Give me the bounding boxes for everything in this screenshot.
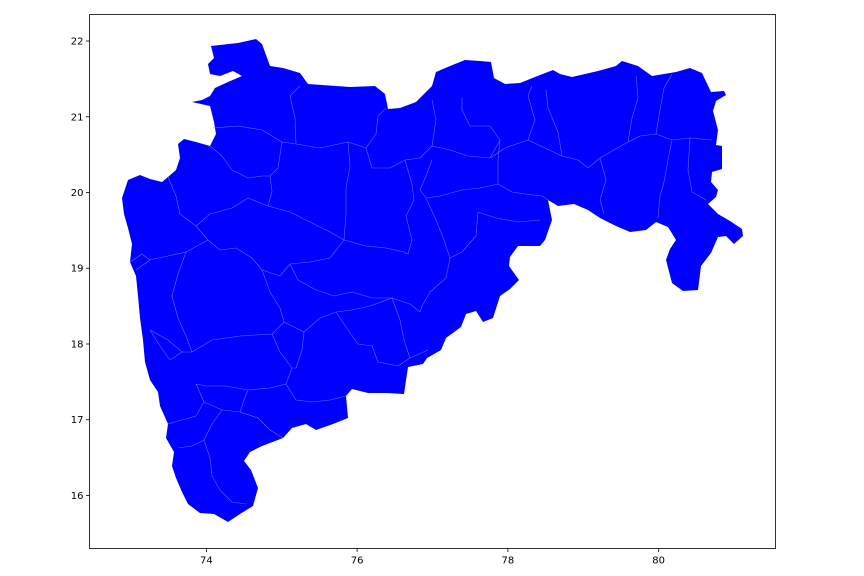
y-tick-label: 16 (71, 491, 84, 502)
y-tick-label: 22 (71, 37, 84, 48)
x-axis: 74 76 78 80 (200, 548, 665, 567)
district-border (267, 205, 345, 241)
district-border (135, 239, 209, 271)
district-border (404, 159, 415, 255)
plot-frame (89, 14, 776, 549)
y-tick-label: 18 (71, 339, 84, 350)
district-border (149, 329, 183, 361)
district-border (129, 253, 151, 263)
state-outline-shape (122, 39, 743, 522)
y-tick-label: 20 (71, 188, 84, 199)
district-border (419, 257, 451, 313)
district-border (497, 183, 549, 201)
x-tick-label: 74 (200, 556, 213, 567)
district-border (212, 85, 301, 145)
y-tick-label: 21 (71, 112, 84, 123)
district-border (599, 157, 607, 215)
district-border (527, 85, 536, 141)
district-border (391, 297, 411, 359)
district-border (261, 269, 393, 333)
x-tick-label: 76 (351, 556, 364, 567)
district-border (627, 75, 639, 143)
district-border-lines (129, 73, 713, 505)
district-border (203, 439, 247, 505)
district-border (657, 139, 673, 219)
district-border (239, 411, 284, 439)
district-border (209, 145, 270, 179)
district-border (292, 331, 305, 369)
district-border (343, 141, 351, 241)
x-tick-label: 78 (502, 556, 515, 567)
y-tick-label: 19 (71, 264, 84, 275)
district-border (167, 176, 269, 227)
district-border (335, 311, 429, 367)
district-border (149, 251, 193, 353)
district-border (289, 263, 421, 313)
x-tick-label: 80 (652, 556, 665, 567)
district-border (655, 73, 673, 135)
y-tick-label: 17 (71, 415, 84, 426)
district-border (195, 383, 249, 413)
district-border (195, 333, 293, 391)
district-border (191, 321, 285, 353)
district-border (687, 137, 707, 201)
district-border (365, 99, 437, 169)
district-border (477, 211, 541, 223)
maharashtra-region-map (122, 39, 743, 522)
district-border (343, 239, 409, 255)
district-border (285, 383, 347, 403)
district-border (545, 89, 563, 157)
district-border (167, 401, 205, 425)
district-border (419, 139, 501, 199)
y-axis: 16 17 18 19 20 21 22 (71, 37, 90, 502)
